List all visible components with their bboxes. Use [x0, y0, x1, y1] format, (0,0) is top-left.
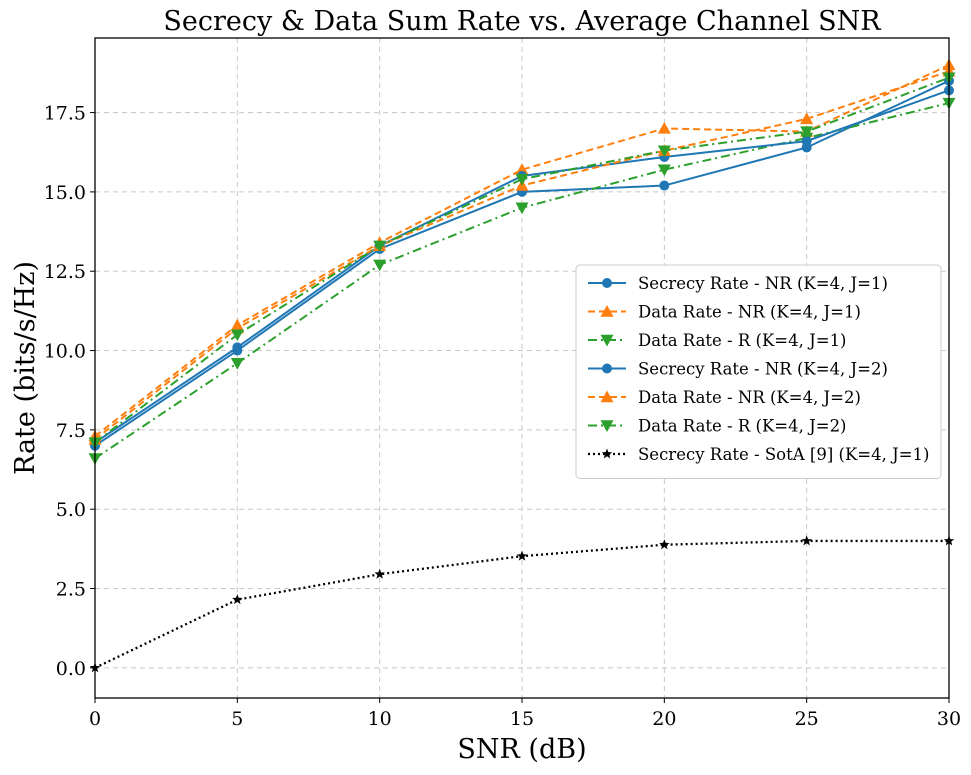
legend-label: Data Rate - R (K=4, J=2) [638, 417, 847, 436]
legend-marker [601, 448, 613, 459]
legend-marker [600, 305, 614, 317]
legend-box [575, 264, 942, 479]
legend-marker [602, 278, 612, 288]
legend: Secrecy Rate - NR (K=4, J=1) Data Rate - … [575, 264, 942, 479]
x-tick-label: 5 [231, 708, 243, 730]
axis-ticks: 0 5 10 15 20 25 30 0.0 2.5 5.0 7.5 10.0 12.5 15.0 17.5 [44, 103, 961, 730]
x-tick-label: 0 [89, 708, 101, 730]
data-point [232, 594, 243, 605]
x-tick-label: 20 [652, 708, 676, 730]
legend-marker [600, 334, 614, 347]
data-point [800, 126, 814, 139]
y-tick-label: 15.0 [44, 182, 86, 204]
data-point [801, 535, 812, 546]
data-point [801, 136, 812, 147]
y-tick-label: 5.0 [56, 499, 86, 521]
data-point [232, 342, 243, 353]
y-tick-label: 17.5 [44, 103, 86, 125]
x-axis-title: SNR (dB) [457, 734, 586, 765]
data-point [516, 550, 528, 561]
data-point [657, 145, 671, 158]
x-tick-label: 25 [795, 708, 819, 730]
y-tick-label: 10.0 [44, 341, 86, 363]
legend-label: Data Rate - NR (K=4, J=1) [638, 303, 861, 322]
data-point [800, 112, 814, 125]
legend-marker [600, 420, 614, 432]
series-line [94, 539, 949, 669]
x-tick-label: 10 [368, 708, 392, 730]
series-lines [88, 58, 956, 673]
data-point [515, 163, 529, 175]
y-tick-label: 2.5 [56, 579, 86, 601]
y-tick-label: 0.0 [56, 658, 86, 680]
data-point [515, 202, 529, 215]
data-point [657, 121, 671, 134]
legend-label: Secrecy Rate - NR (K=4, J=2) [638, 360, 888, 379]
data-point [230, 329, 244, 342]
legend-label: Secrecy Rate - SotA [9] (K=4, J=1) [638, 445, 929, 464]
y-axis-title: Rate (bits/s/Hz) [10, 261, 41, 475]
x-tick-label: 15 [510, 708, 534, 730]
legend-label: Data Rate - NR (K=4, J=2) [638, 388, 861, 407]
x-tick-label: 30 [937, 708, 961, 730]
legend-label: Secrecy Rate - NR (K=4, J=1) [638, 274, 888, 293]
data-point [657, 164, 671, 177]
y-tick-label: 12.5 [44, 261, 86, 283]
legend-marker [602, 363, 612, 374]
chart-title: Secrecy & Data Sum Rate vs. Average Chan… [163, 6, 881, 37]
data-point [373, 259, 387, 272]
y-tick-label: 7.5 [56, 420, 86, 442]
data-point [515, 174, 529, 186]
data-point [374, 568, 385, 579]
legend-label: Data Rate - R (K=4, J=1) [638, 331, 847, 350]
data-point [230, 358, 244, 370]
data-point [659, 539, 670, 550]
legend-marker [600, 390, 614, 403]
data-point [659, 180, 670, 191]
data-point [373, 240, 387, 253]
